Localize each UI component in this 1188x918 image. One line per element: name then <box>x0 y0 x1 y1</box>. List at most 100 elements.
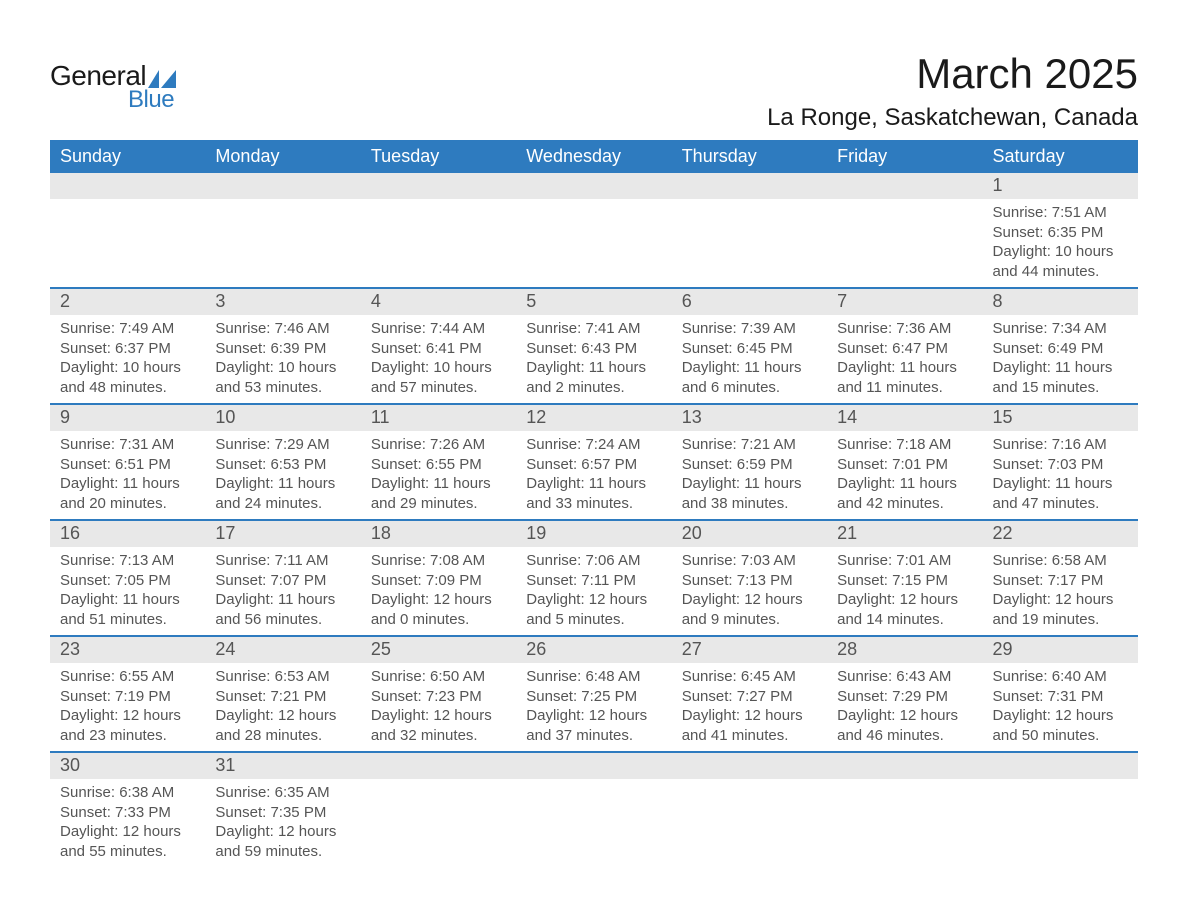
daylight-line-1: Daylight: 11 hours <box>371 474 506 494</box>
calendar-day-cell: 17Sunrise: 7:11 AMSunset: 7:07 PMDayligh… <box>205 520 360 636</box>
day-number: 29 <box>983 637 1138 663</box>
calendar-day-cell: 12Sunrise: 7:24 AMSunset: 6:57 PMDayligh… <box>516 404 671 520</box>
calendar-day-cell: 8Sunrise: 7:34 AMSunset: 6:49 PMDaylight… <box>983 288 1138 404</box>
calendar-day-cell: 30Sunrise: 6:38 AMSunset: 7:33 PMDayligh… <box>50 752 205 867</box>
sunrise-line: Sunrise: 7:29 AM <box>215 435 350 455</box>
sunset-line: Sunset: 6:51 PM <box>60 455 195 475</box>
sunrise-line: Sunrise: 6:45 AM <box>682 667 817 687</box>
daylight-line-2: and 20 minutes. <box>60 494 195 514</box>
sunrise-line: Sunrise: 7:26 AM <box>371 435 506 455</box>
day-number: 17 <box>205 521 360 547</box>
sunset-line: Sunset: 7:15 PM <box>837 571 972 591</box>
weekday-header: Thursday <box>672 140 827 173</box>
weekday-header: Wednesday <box>516 140 671 173</box>
sunset-line: Sunset: 7:07 PM <box>215 571 350 591</box>
sunrise-line: Sunrise: 7:36 AM <box>837 319 972 339</box>
sunrise-line: Sunrise: 7:18 AM <box>837 435 972 455</box>
calendar-week-row: 23Sunrise: 6:55 AMSunset: 7:19 PMDayligh… <box>50 636 1138 752</box>
daylight-line-1: Daylight: 12 hours <box>371 706 506 726</box>
sunset-line: Sunset: 7:17 PM <box>993 571 1128 591</box>
calendar-day-cell: 27Sunrise: 6:45 AMSunset: 7:27 PMDayligh… <box>672 636 827 752</box>
day-number: 10 <box>205 405 360 431</box>
sunrise-line: Sunrise: 7:44 AM <box>371 319 506 339</box>
sunrise-line: Sunrise: 7:11 AM <box>215 551 350 571</box>
daylight-line-1: Daylight: 11 hours <box>837 474 972 494</box>
day-details: Sunrise: 7:39 AMSunset: 6:45 PMDaylight:… <box>672 315 827 403</box>
calendar-day-cell <box>361 173 516 288</box>
day-details <box>361 779 516 857</box>
sunset-line: Sunset: 7:13 PM <box>682 571 817 591</box>
daylight-line-1: Daylight: 10 hours <box>60 358 195 378</box>
calendar-day-cell: 2Sunrise: 7:49 AMSunset: 6:37 PMDaylight… <box>50 288 205 404</box>
day-number: 23 <box>50 637 205 663</box>
sunset-line: Sunset: 6:49 PM <box>993 339 1128 359</box>
day-details: Sunrise: 7:46 AMSunset: 6:39 PMDaylight:… <box>205 315 360 403</box>
calendar-day-cell <box>516 173 671 288</box>
day-details: Sunrise: 7:31 AMSunset: 6:51 PMDaylight:… <box>50 431 205 519</box>
header: General Blue March 2025 La Ronge, Saskat… <box>50 50 1138 132</box>
weekday-header: Monday <box>205 140 360 173</box>
day-number: 26 <box>516 637 671 663</box>
day-details: Sunrise: 7:11 AMSunset: 7:07 PMDaylight:… <box>205 547 360 635</box>
sunset-line: Sunset: 7:23 PM <box>371 687 506 707</box>
day-details <box>516 779 671 857</box>
calendar-day-cell: 16Sunrise: 7:13 AMSunset: 7:05 PMDayligh… <box>50 520 205 636</box>
daylight-line-2: and 57 minutes. <box>371 378 506 398</box>
calendar-day-cell <box>205 173 360 288</box>
daylight-line-1: Daylight: 12 hours <box>215 706 350 726</box>
calendar-day-cell: 5Sunrise: 7:41 AMSunset: 6:43 PMDaylight… <box>516 288 671 404</box>
day-details: Sunrise: 6:43 AMSunset: 7:29 PMDaylight:… <box>827 663 982 751</box>
sunrise-line: Sunrise: 6:48 AM <box>526 667 661 687</box>
calendar-day-cell: 3Sunrise: 7:46 AMSunset: 6:39 PMDaylight… <box>205 288 360 404</box>
day-details: Sunrise: 7:51 AMSunset: 6:35 PMDaylight:… <box>983 199 1138 287</box>
day-number: 20 <box>672 521 827 547</box>
daylight-line-1: Daylight: 12 hours <box>837 590 972 610</box>
calendar-day-cell: 22Sunrise: 6:58 AMSunset: 7:17 PMDayligh… <box>983 520 1138 636</box>
day-details <box>827 779 982 857</box>
calendar-day-cell: 23Sunrise: 6:55 AMSunset: 7:19 PMDayligh… <box>50 636 205 752</box>
daylight-line-2: and 38 minutes. <box>682 494 817 514</box>
sunset-line: Sunset: 7:35 PM <box>215 803 350 823</box>
day-number: 14 <box>827 405 982 431</box>
daylight-line-2: and 11 minutes. <box>837 378 972 398</box>
day-number: 22 <box>983 521 1138 547</box>
daylight-line-2: and 55 minutes. <box>60 842 195 862</box>
sunset-line: Sunset: 7:03 PM <box>993 455 1128 475</box>
day-details <box>50 199 205 277</box>
day-number: 18 <box>361 521 516 547</box>
day-number: 28 <box>827 637 982 663</box>
day-details: Sunrise: 7:08 AMSunset: 7:09 PMDaylight:… <box>361 547 516 635</box>
daylight-line-1: Daylight: 12 hours <box>993 706 1128 726</box>
calendar-week-row: 16Sunrise: 7:13 AMSunset: 7:05 PMDayligh… <box>50 520 1138 636</box>
sunrise-line: Sunrise: 6:50 AM <box>371 667 506 687</box>
daylight-line-2: and 53 minutes. <box>215 378 350 398</box>
day-number: 11 <box>361 405 516 431</box>
day-number: 5 <box>516 289 671 315</box>
day-number: 2 <box>50 289 205 315</box>
day-number: 30 <box>50 753 205 779</box>
daylight-line-2: and 19 minutes. <box>993 610 1128 630</box>
day-number <box>516 173 671 199</box>
location-subtitle: La Ronge, Saskatchewan, Canada <box>767 104 1138 132</box>
day-number <box>516 753 671 779</box>
day-number: 27 <box>672 637 827 663</box>
weekday-header-row: Sunday Monday Tuesday Wednesday Thursday… <box>50 140 1138 173</box>
daylight-line-2: and 37 minutes. <box>526 726 661 746</box>
sunset-line: Sunset: 7:27 PM <box>682 687 817 707</box>
sunset-line: Sunset: 6:41 PM <box>371 339 506 359</box>
sunset-line: Sunset: 7:29 PM <box>837 687 972 707</box>
daylight-line-1: Daylight: 11 hours <box>60 474 195 494</box>
sunset-line: Sunset: 7:25 PM <box>526 687 661 707</box>
daylight-line-2: and 50 minutes. <box>993 726 1128 746</box>
day-details: Sunrise: 7:13 AMSunset: 7:05 PMDaylight:… <box>50 547 205 635</box>
sunrise-line: Sunrise: 7:24 AM <box>526 435 661 455</box>
daylight-line-1: Daylight: 12 hours <box>60 822 195 842</box>
day-details: Sunrise: 7:26 AMSunset: 6:55 PMDaylight:… <box>361 431 516 519</box>
calendar-day-cell: 14Sunrise: 7:18 AMSunset: 7:01 PMDayligh… <box>827 404 982 520</box>
calendar-day-cell <box>50 173 205 288</box>
brand-logo: General Blue <box>50 50 176 114</box>
day-number: 31 <box>205 753 360 779</box>
daylight-line-2: and 33 minutes. <box>526 494 661 514</box>
day-details: Sunrise: 6:40 AMSunset: 7:31 PMDaylight:… <box>983 663 1138 751</box>
daylight-line-2: and 23 minutes. <box>60 726 195 746</box>
